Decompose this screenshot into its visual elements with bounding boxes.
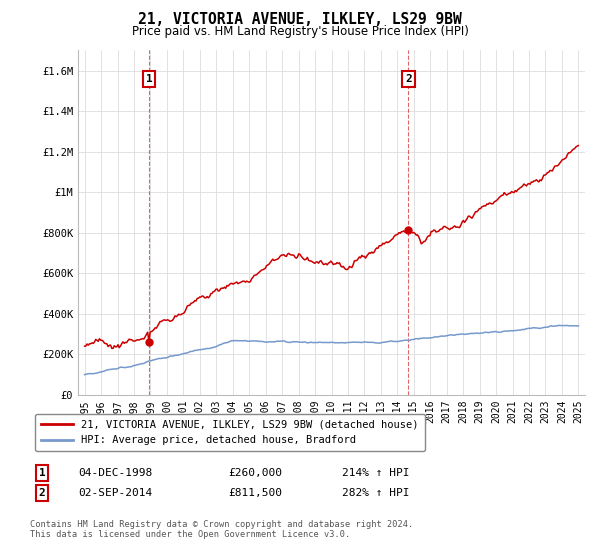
Text: Contains HM Land Registry data © Crown copyright and database right 2024.
This d: Contains HM Land Registry data © Crown c… (30, 520, 413, 539)
Text: 282% ↑ HPI: 282% ↑ HPI (342, 488, 409, 498)
Legend: 21, VICTORIA AVENUE, ILKLEY, LS29 9BW (detached house), HPI: Average price, deta: 21, VICTORIA AVENUE, ILKLEY, LS29 9BW (d… (35, 414, 425, 451)
Text: 04-DEC-1998: 04-DEC-1998 (78, 468, 152, 478)
Text: 2: 2 (405, 74, 412, 84)
Text: Price paid vs. HM Land Registry's House Price Index (HPI): Price paid vs. HM Land Registry's House … (131, 25, 469, 38)
Text: 1: 1 (146, 74, 152, 84)
Text: 214% ↑ HPI: 214% ↑ HPI (342, 468, 409, 478)
Text: £260,000: £260,000 (228, 468, 282, 478)
Text: 02-SEP-2014: 02-SEP-2014 (78, 488, 152, 498)
Text: 1: 1 (38, 468, 46, 478)
Text: £811,500: £811,500 (228, 488, 282, 498)
Text: 21, VICTORIA AVENUE, ILKLEY, LS29 9BW: 21, VICTORIA AVENUE, ILKLEY, LS29 9BW (138, 12, 462, 27)
Text: 2: 2 (38, 488, 46, 498)
